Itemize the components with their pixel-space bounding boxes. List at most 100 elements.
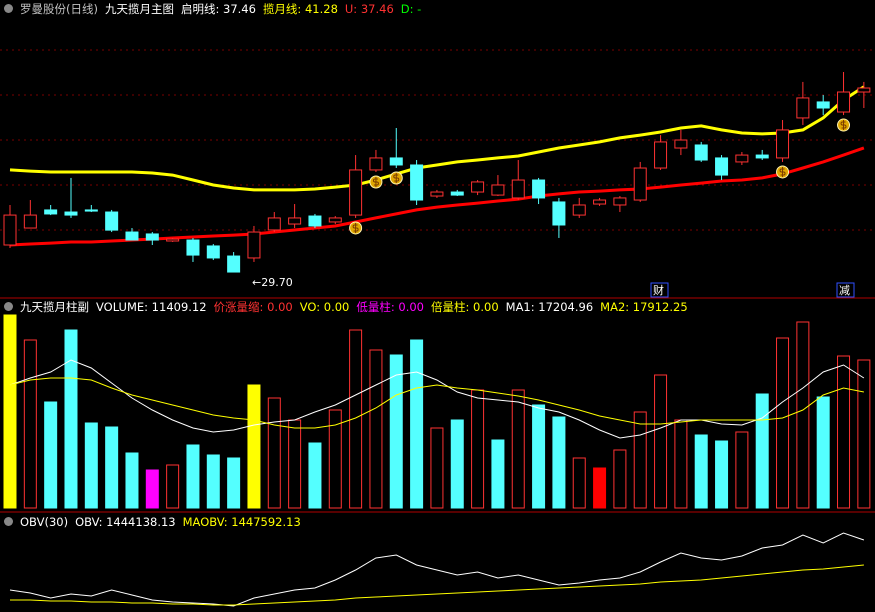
candle-body — [694, 144, 708, 161]
candle-body — [450, 191, 464, 196]
low-annotation: ←29.70 — [252, 276, 293, 289]
volume-bar — [857, 359, 871, 509]
main-header: 罗曼股份(日线) 九天揽月主图 启明线: 37.46 揽月线: 41.28 U: 37.… — [0, 1, 421, 17]
signal-label: 财 — [653, 283, 664, 297]
volume-bar — [166, 464, 180, 509]
money-bag-icon-mark — [840, 120, 847, 131]
volume-bar — [308, 442, 322, 509]
volume-bar — [247, 384, 261, 509]
header-item: MAOBV: 1447592.13 — [182, 515, 301, 529]
candle-body — [755, 154, 769, 159]
candle-body — [430, 191, 444, 197]
volume-bar — [186, 444, 200, 509]
volume-bar — [796, 321, 810, 509]
volume-bar — [471, 389, 485, 509]
volume-bar — [389, 354, 403, 509]
header-item: 启明线: 37.46 — [180, 2, 256, 16]
volume-bar — [23, 339, 37, 509]
candle-body — [23, 214, 37, 229]
signal-box — [650, 282, 669, 298]
candle-body — [613, 197, 627, 206]
icon — [4, 302, 13, 311]
header-item: OBV: 1444138.13 — [75, 515, 176, 529]
header-item: 揽月线: 41.28 — [262, 2, 338, 16]
candle-body — [64, 211, 78, 216]
candle-body — [776, 129, 790, 159]
volume-bar — [532, 404, 546, 509]
volume-bar — [776, 337, 790, 509]
candle-body — [654, 141, 668, 169]
icon — [4, 4, 13, 13]
icon — [4, 517, 13, 526]
candle-body — [674, 139, 688, 149]
volume-bar — [430, 427, 444, 509]
candle-body — [308, 215, 322, 227]
volume-bar — [267, 397, 281, 509]
header-item: 价涨量缩: 0.00 — [213, 300, 293, 314]
volume-bar — [450, 419, 464, 509]
candle-body — [105, 211, 119, 231]
main-grid — [0, 49, 875, 231]
header-item: MA1: 17204.96 — [505, 300, 594, 314]
candle-body — [410, 164, 424, 201]
candle-body — [389, 157, 403, 166]
line-series — [9, 359, 865, 439]
header-item: VO: 0.00 — [299, 300, 350, 314]
candle-body — [125, 231, 139, 241]
header-item: MA2: 17912.25 — [600, 300, 688, 314]
candle-body — [491, 184, 505, 196]
volume-bar — [633, 411, 647, 509]
volume-bar — [654, 374, 668, 509]
volume-bar — [288, 419, 302, 509]
header-item: 低量柱: 0.00 — [356, 300, 424, 314]
candle-body — [593, 199, 607, 205]
line-series — [9, 532, 865, 607]
candle-body — [145, 233, 159, 241]
candle-body — [735, 154, 749, 163]
volume-bar — [410, 339, 424, 509]
header-item: VOLUME: 11409.12 — [96, 300, 207, 314]
candle-body — [288, 217, 302, 225]
candle-body — [552, 201, 566, 226]
volume-bar — [328, 409, 342, 509]
header-item: D: - — [400, 2, 422, 16]
obv-header: OBV(30) OBV: 1444138.13 MAOBV: 1447592.13 — [0, 514, 301, 530]
candle-body — [532, 179, 546, 199]
line-series — [9, 85, 865, 192]
header-item: 九天揽月柱副 — [20, 300, 89, 314]
signal-label: 减 — [839, 284, 850, 297]
candle-body — [186, 239, 200, 256]
header-item: 罗曼股份(日线) — [20, 2, 98, 16]
candle-body — [44, 209, 58, 215]
volume-bar — [349, 329, 363, 509]
volume-bar — [552, 416, 566, 509]
line-series — [10, 564, 864, 606]
volume-bar — [44, 401, 58, 509]
candle-body — [369, 157, 383, 171]
header-item: U: 37.46 — [344, 2, 394, 16]
candle-body — [3, 214, 17, 246]
volume-bar — [64, 329, 78, 509]
volume-bar — [572, 457, 586, 509]
volume-bar — [816, 396, 830, 509]
candle-body — [633, 167, 647, 201]
volume-bar — [755, 393, 769, 509]
candle-body — [349, 169, 363, 216]
candle-body — [796, 97, 810, 119]
volume-bar — [206, 454, 220, 509]
volume-bar — [3, 314, 17, 509]
marks — [3, 72, 871, 607]
volume-bar — [511, 389, 525, 509]
volume-header: 九天揽月柱副 VOLUME: 11409.12 价涨量缩: 0.00 VO: 0.00… — [0, 299, 688, 315]
candle-body — [572, 204, 586, 216]
volume-bar — [84, 422, 98, 509]
volume-bar — [227, 457, 241, 509]
volume-bar — [369, 349, 383, 509]
candle-body — [328, 217, 342, 223]
header-item: 九天揽月主图 — [104, 2, 174, 16]
volume-bar — [613, 449, 627, 509]
volume-bar — [145, 469, 159, 509]
candle-body — [267, 217, 281, 231]
